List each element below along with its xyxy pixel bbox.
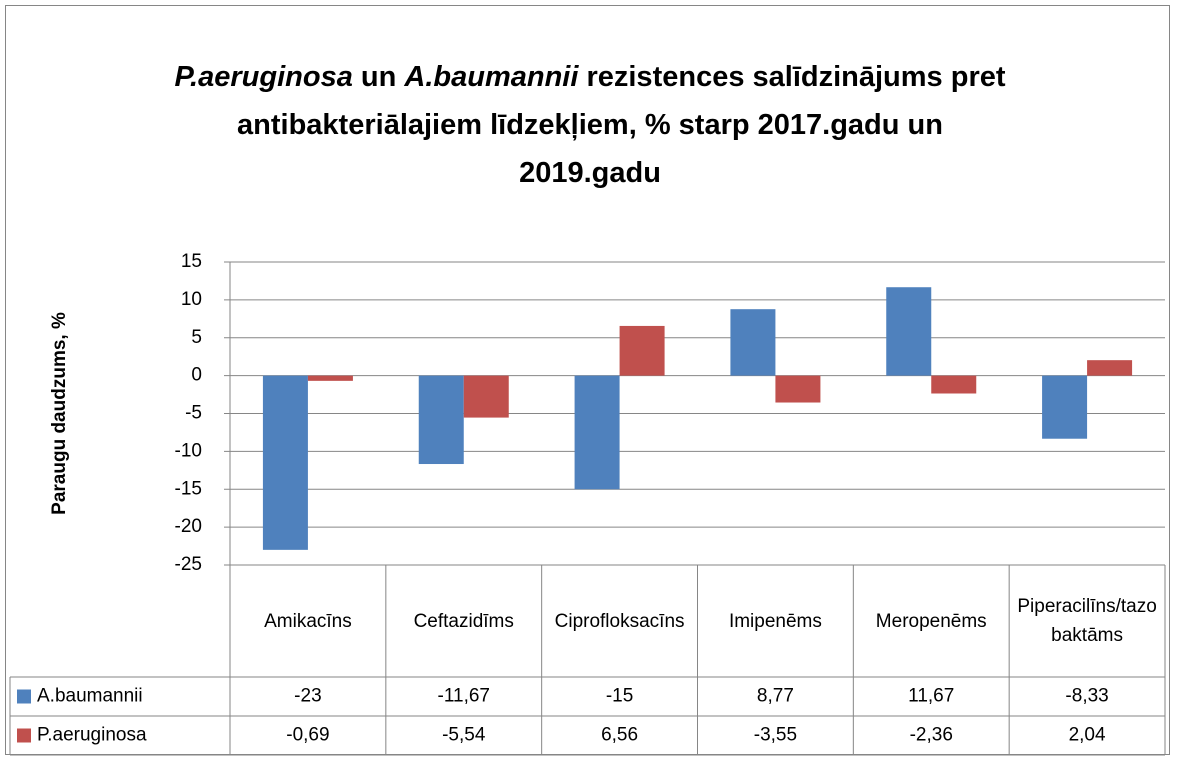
legend-key [17, 689, 31, 704]
y-tick-label: 15 [181, 251, 202, 272]
bar [1042, 375, 1088, 439]
y-tick-label: -5 [185, 403, 202, 424]
legend-key [17, 728, 31, 743]
table-value: -2,36 [910, 725, 953, 746]
table-value: 11,67 [908, 686, 954, 707]
x-tick-label: Meropenēms [875, 610, 987, 632]
x-tick-label: Piperacilīns/tazobaktāms [1017, 596, 1157, 646]
x-tick-label: Imipenēms [728, 610, 822, 632]
x-tick-label: Amikacīns [264, 610, 352, 632]
y-tick-label: 10 [181, 289, 202, 310]
title-segment: rezistences salīdzinājums pret [578, 61, 1005, 93]
bar [886, 287, 932, 376]
bar [262, 375, 308, 550]
y-tick-label: 0 [191, 365, 202, 386]
title-segment: un [353, 61, 405, 93]
bar [307, 375, 353, 381]
bar [775, 375, 821, 403]
bar [463, 375, 509, 418]
bar [619, 325, 665, 376]
title-segment: 2019.gadu [519, 157, 661, 189]
category-cell: Ciprofloksacīns [554, 610, 685, 632]
table-value: -0,69 [286, 725, 329, 746]
table-value: -3,55 [754, 725, 797, 746]
bar [931, 375, 977, 394]
bar [574, 375, 620, 490]
title-segment: A.baumannii [403, 61, 579, 93]
y-tick-label: -15 [175, 478, 202, 499]
category-cell: Imipenēms [728, 610, 822, 632]
bar [1087, 360, 1133, 376]
chart-title: 2019.gadu [519, 157, 661, 189]
table-value: -15 [606, 686, 633, 707]
bar [730, 309, 776, 376]
y-tick-label: 5 [191, 327, 202, 348]
table-value: 2,04 [1069, 725, 1106, 746]
x-tick-label: Ceftazidīms [413, 610, 514, 632]
bar [418, 375, 464, 465]
category-cell: Piperacilīns/tazobaktāms [1017, 596, 1157, 646]
x-tick-label: Ciprofloksacīns [554, 610, 685, 632]
table-value: 6,56 [601, 725, 638, 746]
y-axis-label: Paraugu daudzums, % [49, 312, 70, 515]
category-cell: Ceftazidīms [413, 610, 514, 632]
category-cell: Meropenēms [875, 610, 987, 632]
table-value: -11,67 [438, 686, 490, 707]
table-value: 8,77 [757, 686, 794, 707]
chart-title: P.aeruginosa un A.baumannii rezistences … [174, 61, 1005, 93]
table-value: -8,33 [1065, 686, 1108, 707]
table-value: -5,54 [442, 725, 486, 746]
chart-title: antibakteriālajiem līdzekļiem, % starp 2… [237, 109, 943, 141]
table-value: -23 [294, 686, 321, 707]
category-cell: Amikacīns [264, 610, 352, 632]
y-tick-label: -20 [175, 516, 202, 537]
legend-label: A.baumannii [37, 686, 143, 707]
title-segment: P.aeruginosa [174, 61, 352, 93]
title-segment: antibakteriālajiem līdzekļiem, % starp 2… [237, 109, 943, 141]
legend-label: P.aeruginosa [37, 725, 147, 746]
y-tick-label: -10 [175, 440, 202, 461]
y-tick-label: -25 [175, 554, 202, 575]
